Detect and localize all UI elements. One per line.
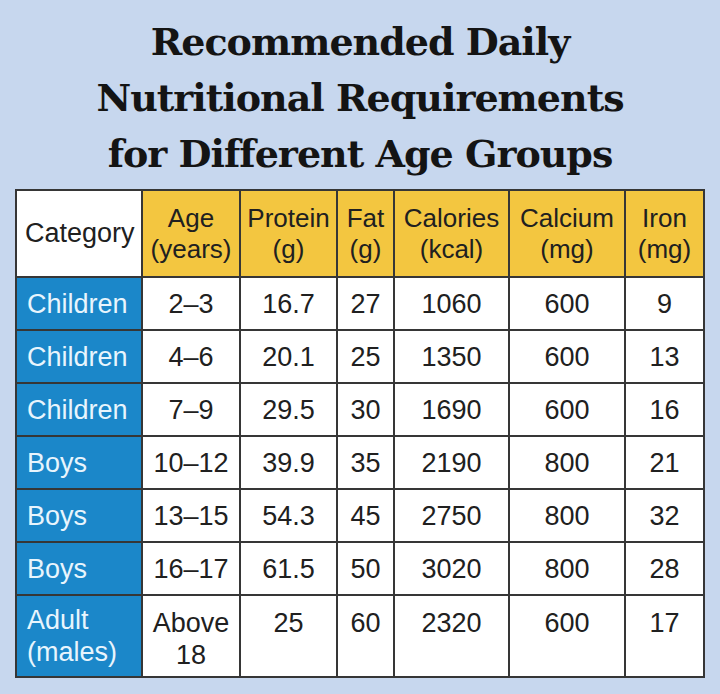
iron-cell: 28	[625, 542, 704, 595]
column-header-protein: Protein (g)	[240, 190, 337, 277]
calcium-cell: 600	[509, 383, 625, 436]
table-row-boys-10-12: Boys 10–12 39.9 35 2190 800 21	[16, 436, 704, 489]
column-header-age: Age (years)	[142, 190, 240, 277]
iron-cell: 17	[625, 595, 704, 677]
calcium-cell: 600	[509, 330, 625, 383]
age-cell: 16–17	[142, 542, 240, 595]
category-cell: Adult (males)	[16, 595, 142, 677]
protein-cell: 61.5	[240, 542, 337, 595]
table-row-children-7-9: Children 7–9 29.5 30 1690 600 16	[16, 383, 704, 436]
column-header-fat: Fat (g)	[337, 190, 394, 277]
fat-cell: 60	[337, 595, 394, 677]
category-cell: Boys	[16, 489, 142, 542]
protein-cell: 39.9	[240, 436, 337, 489]
fat-cell: 35	[337, 436, 394, 489]
table-row-adult-males: Adult (males) Above 18 25 60 2320 600 17	[16, 595, 704, 677]
column-header-category: Category	[16, 190, 142, 277]
protein-cell: 25	[240, 595, 337, 677]
age-cell: Above 18	[142, 595, 240, 677]
title-line-1: Recommended Daily	[0, 14, 720, 70]
age-cell: 2–3	[142, 277, 240, 330]
fat-cell: 27	[337, 277, 394, 330]
age-cell: 4–6	[142, 330, 240, 383]
category-cell: Children	[16, 383, 142, 436]
table-row-boys-16-17: Boys 16–17 61.5 50 3020 800 28	[16, 542, 704, 595]
category-cell: Children	[16, 330, 142, 383]
category-cell: Boys	[16, 436, 142, 489]
calories-cell: 1690	[394, 383, 509, 436]
calories-cell: 2750	[394, 489, 509, 542]
column-header-calories: Calories (kcal)	[394, 190, 509, 277]
age-cell: 7–9	[142, 383, 240, 436]
protein-cell: 20.1	[240, 330, 337, 383]
iron-cell: 13	[625, 330, 704, 383]
title-line-2: Nutritional Requirements	[0, 70, 720, 126]
table-row-children-4-6: Children 4–6 20.1 25 1350 600 13	[16, 330, 704, 383]
title-line-3: for Different Age Groups	[0, 126, 720, 182]
protein-cell: 16.7	[240, 277, 337, 330]
nutrition-infographic: Recommended Daily Nutritional Requiremen…	[0, 0, 720, 694]
calories-cell: 1060	[394, 277, 509, 330]
iron-cell: 16	[625, 383, 704, 436]
iron-cell: 9	[625, 277, 704, 330]
fat-cell: 30	[337, 383, 394, 436]
calories-cell: 2190	[394, 436, 509, 489]
calcium-cell: 600	[509, 277, 625, 330]
table-row-boys-13-15: Boys 13–15 54.3 45 2750 800 32	[16, 489, 704, 542]
iron-cell: 32	[625, 489, 704, 542]
protein-cell: 29.5	[240, 383, 337, 436]
table-row-children-2-3: Children 2–3 16.7 27 1060 600 9	[16, 277, 704, 330]
page-title: Recommended Daily Nutritional Requiremen…	[0, 0, 720, 182]
calories-cell: 3020	[394, 542, 509, 595]
fat-cell: 50	[337, 542, 394, 595]
age-cell: 10–12	[142, 436, 240, 489]
calories-cell: 2320	[394, 595, 509, 677]
fat-cell: 25	[337, 330, 394, 383]
category-cell: Boys	[16, 542, 142, 595]
age-cell: 13–15	[142, 489, 240, 542]
protein-cell: 54.3	[240, 489, 337, 542]
calcium-cell: 800	[509, 436, 625, 489]
column-header-iron: Iron (mg)	[625, 190, 704, 277]
category-cell: Children	[16, 277, 142, 330]
calcium-cell: 800	[509, 489, 625, 542]
column-header-calcium: Calcium (mg)	[509, 190, 625, 277]
calcium-cell: 800	[509, 542, 625, 595]
calcium-cell: 600	[509, 595, 625, 677]
fat-cell: 45	[337, 489, 394, 542]
nutrition-table: Category Age (years) Protein (g) Fat (g)…	[15, 189, 705, 678]
calories-cell: 1350	[394, 330, 509, 383]
header-row: Category Age (years) Protein (g) Fat (g)…	[16, 190, 704, 277]
iron-cell: 21	[625, 436, 704, 489]
